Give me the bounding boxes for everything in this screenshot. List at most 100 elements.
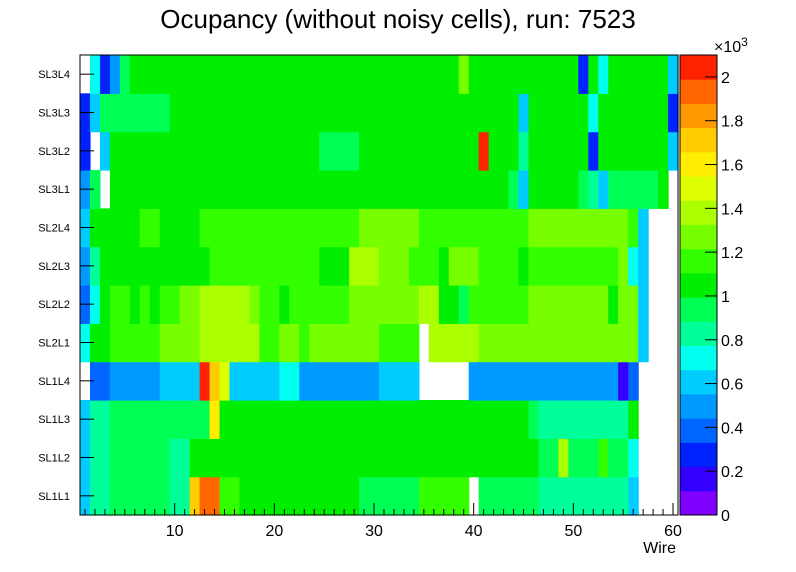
heatmap-cell [269, 361, 280, 401]
heatmap-cell [289, 208, 300, 248]
heatmap-cell [359, 208, 370, 248]
heatmap-cell [149, 400, 161, 439]
heatmap-cell [309, 170, 320, 209]
heatmap-cell [229, 93, 241, 133]
heatmap-cell [169, 361, 181, 401]
heatmap-cell [488, 476, 500, 516]
heatmap-cell [438, 323, 450, 363]
heatmap-cell [359, 131, 370, 171]
heatmap-cell [119, 361, 131, 401]
heatmap-cell [269, 400, 280, 439]
heatmap-cell [418, 246, 430, 286]
heatmap-cell [498, 476, 510, 516]
heatmap-cell [518, 131, 530, 171]
heatmap-cell [528, 55, 540, 94]
heatmap-cell [319, 131, 330, 171]
heatmap-cell [628, 438, 639, 478]
heatmap-cell [628, 476, 639, 516]
heatmap-cell [538, 438, 550, 478]
heatmap-cell [369, 476, 380, 516]
heatmap-cell [209, 246, 221, 286]
heatmap-cell [129, 476, 141, 516]
heatmap-cell [99, 361, 111, 401]
heatmap-cell [518, 55, 530, 94]
z-tick-label: 1 [721, 289, 730, 306]
heatmap-cell [259, 361, 270, 401]
y-tick-label: SL1L3 [38, 414, 70, 426]
heatmap-cell [89, 400, 101, 439]
heatmap-cell [418, 170, 430, 209]
heatmap-cell [379, 323, 390, 363]
heatmap-cell [608, 323, 619, 363]
heatmap-cell [249, 285, 260, 324]
heatmap-cell [169, 131, 181, 171]
heatmap-cell [149, 93, 161, 133]
heatmap-cell [618, 55, 629, 94]
heatmap-cell [428, 400, 440, 439]
palette-swatch [680, 127, 717, 153]
heatmap-cell [578, 438, 589, 478]
heatmap-cell [299, 208, 310, 248]
heatmap-cell [398, 285, 410, 324]
heatmap-cell [89, 170, 101, 209]
heatmap-cell [369, 93, 380, 133]
heatmap-cell [349, 285, 360, 324]
heatmap-cell [179, 476, 191, 516]
heatmap-cell [209, 438, 221, 478]
heatmap-cell [329, 246, 340, 286]
heatmap-cell [528, 285, 540, 324]
heatmap-cell [179, 323, 191, 363]
heatmap-cell [578, 285, 589, 324]
heatmap-cell [229, 131, 241, 171]
heatmap-cell [229, 55, 241, 94]
heatmap-cell [179, 246, 191, 286]
heatmap-cell [638, 208, 649, 248]
heatmap-cell [448, 476, 460, 516]
heatmap-cell [319, 170, 330, 209]
heatmap-cell [418, 55, 430, 94]
heatmap-cell [388, 476, 400, 516]
heatmap-cell [279, 323, 290, 363]
heatmap-cell [239, 476, 251, 516]
heatmap-cell [299, 131, 310, 171]
z-tick-label: 0 [721, 508, 730, 525]
heatmap-cell [149, 55, 161, 94]
heatmap-cell [219, 476, 231, 516]
heatmap-cell [299, 323, 310, 363]
heatmap-cell [229, 323, 241, 363]
heatmap-cell [408, 208, 420, 248]
heatmap-cell [349, 476, 360, 516]
heatmap-cell [209, 208, 221, 248]
heatmap-cell [289, 93, 300, 133]
heatmap-cell [299, 285, 310, 324]
heatmap-cell [139, 476, 151, 516]
heatmap-cell [578, 93, 589, 133]
heatmap-cell [109, 400, 121, 439]
heatmap-cell [329, 208, 340, 248]
heatmap-cell [648, 93, 659, 133]
heatmap-cell [319, 476, 330, 516]
heatmap-cell [339, 285, 350, 324]
heatmap-cell [159, 361, 171, 401]
color-palette [679, 54, 718, 516]
x-tick-label: 50 [564, 523, 582, 540]
heatmap-cell [628, 246, 639, 286]
heatmap-cell [119, 131, 131, 171]
heatmap-cell [498, 170, 510, 209]
heatmap-cell [388, 131, 400, 171]
heatmap-cell [329, 55, 340, 94]
heatmap-cell [398, 55, 410, 94]
heatmap-cell [578, 170, 589, 209]
heatmap-cell [458, 323, 470, 363]
heatmap-cell [209, 285, 221, 324]
heatmap-cell [608, 285, 619, 324]
y-tick-label: SL1L4 [38, 376, 70, 388]
heatmap-cell [139, 131, 151, 171]
heatmap-cell [189, 93, 201, 133]
z-tick-label: 0.2 [721, 464, 743, 481]
heatmap-cell [179, 93, 191, 133]
heatmap-cell [438, 55, 450, 94]
heatmap-cell [109, 131, 121, 171]
heatmap-cell [269, 323, 280, 363]
heatmap-cell [369, 400, 380, 439]
